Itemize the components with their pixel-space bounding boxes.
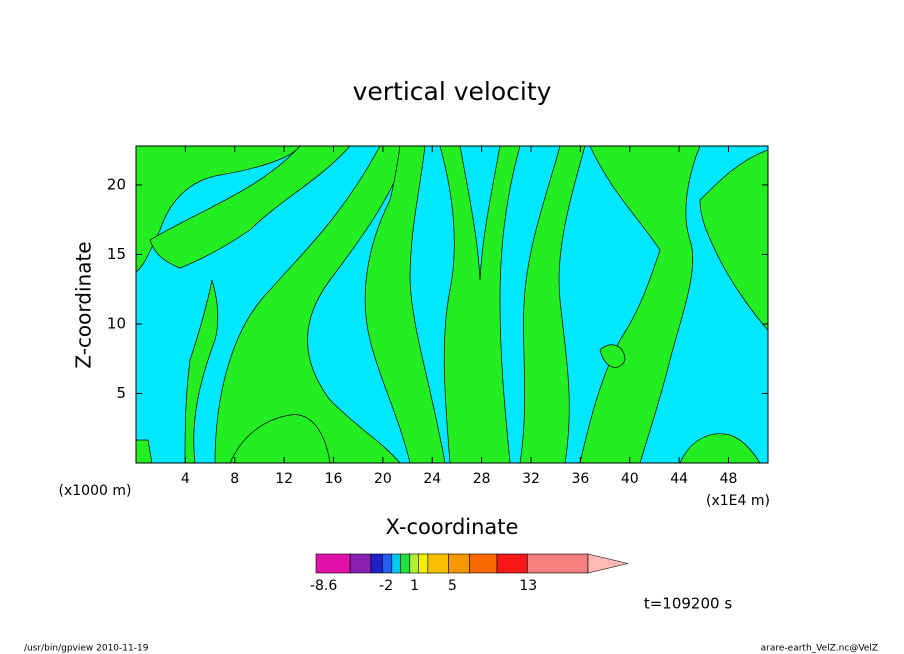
colorbar-segment: [418, 553, 429, 574]
x-axis-label: X-coordinate: [386, 515, 519, 539]
contour-region: [699, 149, 768, 331]
colorbar-tick-label: -8.6: [310, 578, 337, 594]
contour-region: [136, 439, 153, 463]
colorbar-segment: [370, 553, 383, 574]
colorbar-segment: [469, 553, 498, 574]
colorbar-segment: [382, 553, 393, 574]
contour-region: [599, 344, 626, 368]
plot-frame: [135, 145, 769, 464]
chart-title: vertical velocity: [353, 77, 552, 106]
contour-region: [214, 146, 411, 463]
contour-regions: [136, 146, 768, 463]
contour-region: [149, 146, 351, 269]
x-tick-label: 20: [374, 471, 392, 487]
colorbar-tick-label: -2: [379, 578, 393, 594]
contour-region: [136, 146, 301, 273]
contour-region: [679, 433, 761, 463]
y-tick-label: 20: [107, 175, 126, 193]
colorbar-tick-label: 5: [448, 578, 457, 594]
colorbar-segment: [409, 553, 419, 574]
contour-region: [519, 146, 586, 463]
colorbar-segment: [448, 553, 470, 574]
x-tick-label: 28: [473, 471, 491, 487]
colorbar-segment: [427, 553, 449, 574]
x-tick-label: 16: [325, 471, 343, 487]
x-tick-label: 44: [670, 471, 688, 487]
x-tick-label: 8: [230, 471, 239, 487]
x-tick-label: 40: [621, 471, 639, 487]
contour-region: [579, 146, 701, 463]
colorbar-segment: [496, 553, 528, 574]
x-unit-right: (x1E4 m): [706, 493, 770, 509]
contour-region: [229, 414, 331, 463]
colorbar-segment: [391, 553, 401, 574]
contour-region: [364, 146, 446, 463]
x-tick-label: 12: [275, 471, 293, 487]
x-tick-label: 32: [522, 471, 540, 487]
colorbar-segment: [315, 553, 351, 574]
y-axis-label: Z-coordinate: [72, 241, 96, 368]
colorbar-segment: [349, 553, 372, 574]
colorbar-tick-label: 1: [410, 578, 419, 594]
y-tick-label: 10: [107, 314, 126, 332]
x-tick-label: 36: [571, 471, 589, 487]
contour-region: [439, 146, 521, 463]
contour-region: [184, 279, 219, 463]
x-tick-label: 48: [720, 471, 738, 487]
colorbar-tick-label: 13: [519, 578, 537, 594]
time-label: t=109200 s: [644, 595, 732, 613]
colorbar-extension: [587, 553, 629, 574]
x-unit-left: (x1000 m): [59, 483, 132, 499]
y-tick-label: 15: [107, 245, 126, 263]
y-tick-label: 5: [116, 384, 126, 402]
colorbar-segment: [400, 553, 411, 574]
x-tick-label: 4: [181, 471, 190, 487]
footer-left: /usr/bin/gpview 2010-11-19: [24, 644, 149, 654]
x-tick-label: 24: [423, 471, 441, 487]
colorbar-segment: [527, 553, 589, 574]
footer-right: arare-earth_VelZ.nc@VelZ: [761, 644, 878, 654]
